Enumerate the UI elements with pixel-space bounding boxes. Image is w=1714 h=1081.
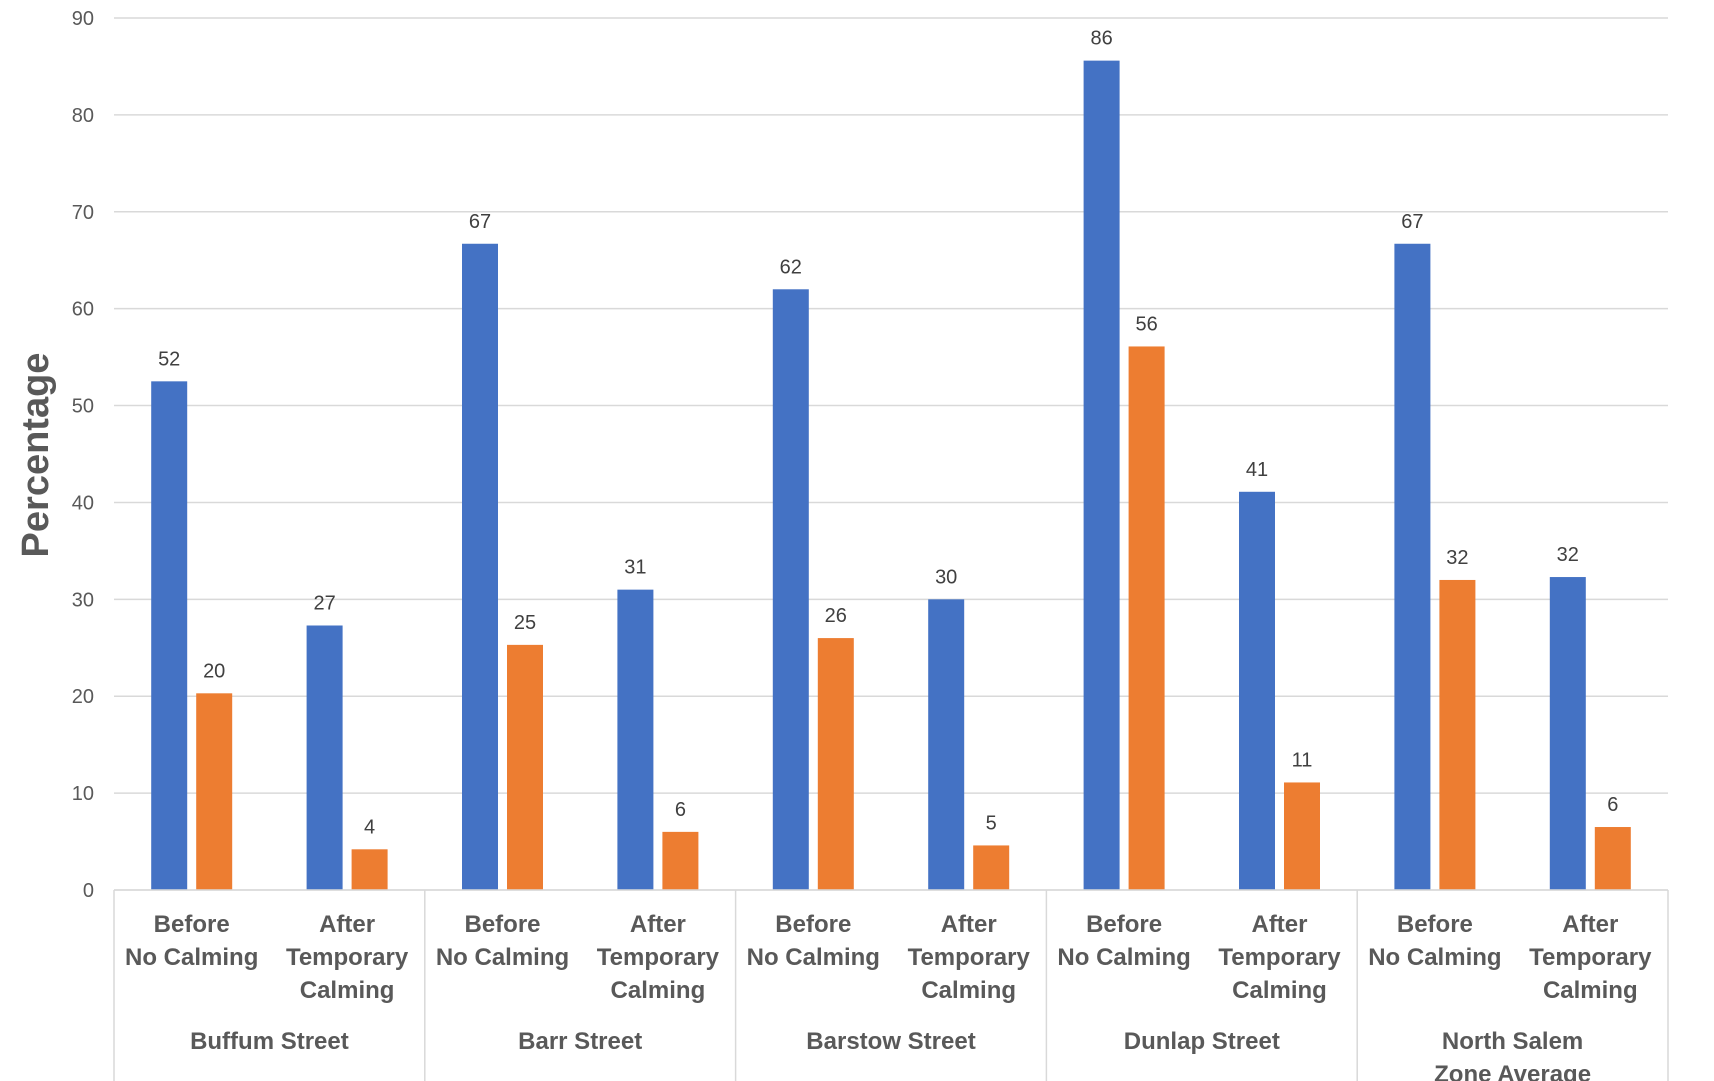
bar <box>306 625 343 890</box>
bar <box>196 693 233 890</box>
x-group-label: North Salem <box>1442 1028 1583 1055</box>
data-label: 67 <box>1401 211 1423 233</box>
data-label: 31 <box>624 557 646 579</box>
x-category-label: Temporary <box>1218 944 1341 971</box>
y-tick-label: 20 <box>72 686 94 708</box>
data-label: 56 <box>1135 313 1157 335</box>
x-category-label: Before <box>154 911 230 938</box>
bar <box>1439 579 1476 890</box>
x-group-label: Zone Average <box>1434 1061 1591 1081</box>
data-label: 86 <box>1090 28 1112 50</box>
data-label: 6 <box>1607 794 1618 816</box>
bar <box>1549 577 1586 890</box>
x-category-label: After <box>1251 911 1307 938</box>
data-label: 5 <box>986 812 997 834</box>
bar <box>462 243 498 891</box>
x-category-label: Calming <box>1232 977 1327 1004</box>
y-tick-label: 30 <box>72 589 94 611</box>
bar <box>1284 782 1320 890</box>
y-tick-label: 50 <box>72 396 94 418</box>
bars <box>151 60 1631 891</box>
y-tick-label: 40 <box>72 492 94 514</box>
x-category-label: Before <box>775 911 851 938</box>
data-label: 41 <box>1246 459 1268 481</box>
data-label: 27 <box>313 592 335 614</box>
x-group-label: Buffum Street <box>190 1028 349 1055</box>
bar <box>1128 346 1165 890</box>
y-axis-tick-labels: 0 10 20 30 40 50 60 70 80 90 <box>72 8 94 902</box>
bar <box>151 381 188 890</box>
data-labels: 52 27 67 31 62 30 86 41 67 32 20 4 25 6 26 5 56 11 32 6 <box>158 28 1618 839</box>
data-label: 52 <box>158 348 180 370</box>
data-label: 20 <box>203 660 225 682</box>
y-tick-label: 70 <box>72 202 94 224</box>
x-category-label: Before <box>464 911 540 938</box>
data-label: 4 <box>364 816 375 838</box>
x-group-label: Barr Street <box>518 1028 642 1055</box>
x-category-label: No Calming <box>436 944 569 971</box>
x-category-label: Before <box>1086 911 1162 938</box>
x-axis: Before No Calming After Temporary Calming Bef… <box>113 889 1669 1081</box>
x-category-label: No Calming <box>1368 944 1501 971</box>
bar <box>351 849 388 890</box>
y-axis-label: Percentage <box>15 353 57 558</box>
data-label: 6 <box>675 799 686 821</box>
bar <box>507 644 543 890</box>
data-label: 25 <box>514 612 536 634</box>
bar <box>1239 491 1275 890</box>
data-label: 30 <box>935 566 957 588</box>
x-group-label: Barstow Street <box>806 1028 975 1055</box>
bar <box>1394 243 1431 891</box>
y-tick-label: 80 <box>72 105 94 127</box>
x-category-label: No Calming <box>1057 944 1190 971</box>
bar <box>662 831 699 890</box>
y-tick-label: 90 <box>72 8 94 30</box>
x-category-label: Before <box>1397 911 1473 938</box>
x-category-label: Calming <box>300 977 395 1004</box>
bar <box>772 289 809 890</box>
x-category-label: After <box>941 911 997 938</box>
bar <box>1083 60 1120 891</box>
y-tick-label: 60 <box>72 299 94 321</box>
bar <box>928 599 965 890</box>
x-category-label: Temporary <box>1529 944 1652 971</box>
data-label: 32 <box>1446 547 1468 569</box>
x-category-label: No Calming <box>125 944 258 971</box>
x-category-label: Temporary <box>597 944 720 971</box>
x-category-label: After <box>630 911 686 938</box>
x-category-label: After <box>1562 911 1618 938</box>
bar <box>973 845 1010 890</box>
bar <box>817 638 854 890</box>
data-label: 26 <box>825 605 847 627</box>
x-category-label: Calming <box>611 977 706 1004</box>
x-category-label: Temporary <box>286 944 409 971</box>
x-category-label: Temporary <box>908 944 1031 971</box>
x-category-label: Calming <box>921 977 1016 1004</box>
y-tick-label: 10 <box>72 783 94 805</box>
x-category-label: After <box>319 911 375 938</box>
x-category-label: No Calming <box>747 944 880 971</box>
data-label: 32 <box>1557 544 1579 566</box>
data-label: 11 <box>1292 749 1313 771</box>
x-category-label: Calming <box>1543 977 1638 1004</box>
x-group-label: Dunlap Street <box>1124 1028 1280 1055</box>
gridlines <box>114 17 1668 891</box>
data-label: 62 <box>780 256 802 278</box>
y-tick-label: 0 <box>83 880 94 902</box>
data-label: 67 <box>469 211 491 233</box>
bar <box>617 589 654 890</box>
bar <box>1594 827 1631 890</box>
